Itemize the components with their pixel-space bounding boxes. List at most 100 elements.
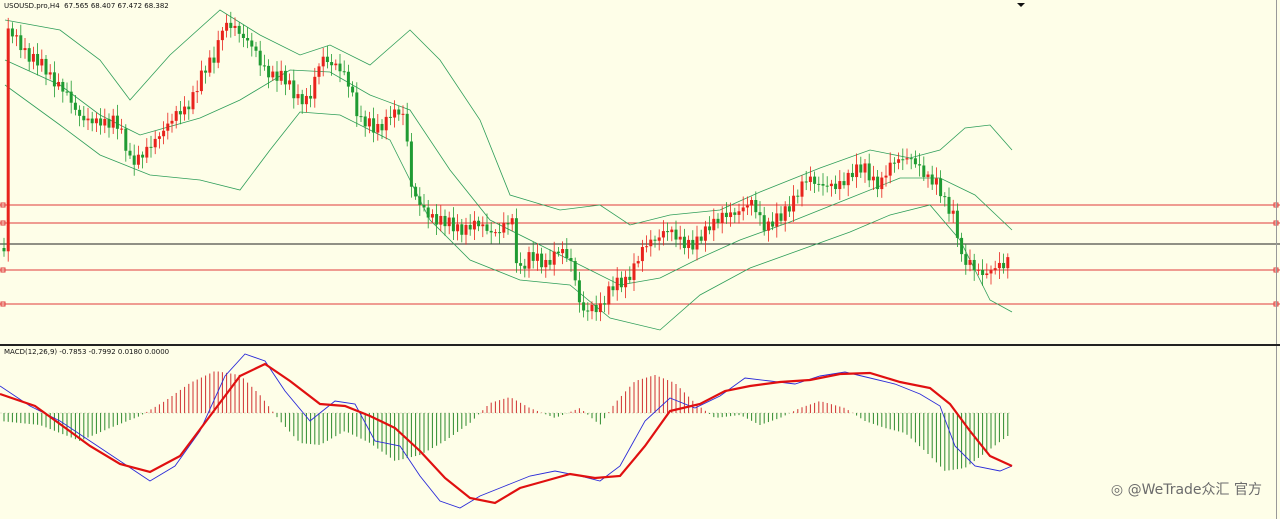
bullish-candle [510, 218, 514, 225]
bullish-candle [985, 273, 989, 276]
bearish-candle [565, 249, 569, 258]
bullish-candle [645, 246, 649, 248]
bearish-candle [796, 195, 800, 197]
bullish-candle [313, 76, 317, 99]
bullish-candle [905, 158, 909, 160]
macd-axis[interactable] [1276, 346, 1280, 519]
bearish-candle [892, 162, 896, 164]
bullish-candle [233, 25, 237, 28]
bearish-candle [817, 183, 821, 185]
bullish-candle [120, 128, 124, 130]
bullish-candle [111, 115, 115, 128]
bearish-candle [65, 91, 69, 93]
bearish-candle [115, 115, 119, 129]
bullish-candle [552, 251, 556, 265]
bearish-candle [489, 230, 493, 233]
bullish-candle [737, 211, 741, 215]
bearish-candle [582, 302, 586, 311]
price-axis[interactable] [1276, 0, 1280, 344]
bullish-candle [808, 176, 812, 183]
bullish-candle [649, 239, 653, 247]
bearish-candle [666, 231, 670, 233]
shutter-icon: ◎ [1110, 482, 1124, 498]
bearish-candle [913, 158, 917, 165]
bearish-candle [246, 37, 250, 41]
bullish-candle [216, 40, 220, 63]
bullish-candle [829, 183, 833, 187]
bearish-candle [309, 95, 313, 99]
price-chart-panel[interactable]: USOUSD.pro,H4 67.565 68.407 67.472 68.38… [0, 0, 1280, 346]
bearish-candle [477, 220, 481, 227]
bearish-candle [771, 221, 775, 227]
bearish-candle [825, 185, 829, 187]
bearish-candle [69, 91, 73, 103]
bearish-candle [346, 71, 350, 87]
bullish-candle [678, 236, 682, 240]
bearish-candle [682, 236, 686, 249]
bullish-candle [472, 220, 476, 230]
bearish-candle [787, 206, 791, 212]
bearish-candle [52, 72, 56, 87]
bullish-candle [888, 162, 892, 176]
bullish-candle [871, 176, 875, 181]
bearish-candle [901, 159, 905, 161]
bearish-candle [78, 109, 82, 116]
bullish-candle [745, 205, 749, 208]
bearish-candle [397, 109, 401, 115]
level-handle-left [0, 220, 6, 226]
bearish-candle [981, 269, 985, 276]
bearish-candle [237, 25, 241, 34]
bearish-candle [422, 204, 426, 208]
bullish-candle [855, 164, 859, 178]
bullish-candle [195, 91, 199, 93]
level-handle-left [0, 301, 6, 307]
bearish-candle [485, 224, 489, 231]
bullish-candle [208, 57, 212, 73]
bullish-candle [750, 200, 754, 206]
bullish-candle [166, 123, 170, 131]
bullish-candle [636, 261, 640, 264]
bearish-candle [930, 174, 934, 185]
bullish-candle [447, 217, 451, 227]
bullish-candle [317, 66, 321, 77]
bearish-candle [36, 53, 40, 66]
bearish-candle [372, 118, 376, 133]
bearish-candle [699, 236, 703, 241]
bearish-candle [909, 158, 913, 160]
bullish-candle [199, 70, 203, 92]
level-handle-left [0, 267, 6, 273]
bearish-candle [955, 210, 959, 238]
bearish-candle [804, 181, 808, 183]
bearish-candle [619, 277, 623, 288]
bullish-candle [376, 123, 380, 133]
macd-panel[interactable]: MACD(12,26,9) -0.7853 -0.7992 0.0180 0.0… [0, 346, 1280, 519]
bearish-candle [338, 63, 342, 72]
bearish-candle [468, 224, 472, 230]
bearish-candle [418, 196, 422, 205]
bearish-candle [628, 276, 632, 280]
bearish-candle [850, 172, 854, 178]
bullish-candle [527, 252, 531, 269]
bullish-candle [657, 237, 661, 241]
bearish-candle [603, 303, 607, 305]
bullish-candle [884, 175, 888, 178]
bullish-candle [792, 195, 796, 212]
bullish-candle [170, 120, 174, 124]
bearish-candle [964, 254, 968, 265]
bullish-candle [162, 130, 166, 137]
bearish-candle [876, 176, 880, 190]
bullish-candle [783, 206, 787, 221]
bearish-candle [573, 261, 577, 281]
ohlc-values: 67.565 68.407 67.472 68.382 [64, 2, 169, 10]
bearish-candle [241, 33, 245, 38]
bearish-candle [716, 218, 720, 223]
bullish-candle [661, 231, 665, 238]
bearish-candle [674, 229, 678, 240]
macd-header: MACD(12,26,9) -0.7853 -0.7992 0.0180 0.0… [4, 348, 169, 356]
bullish-candle [968, 259, 972, 265]
bearish-candle [292, 80, 296, 99]
bullish-candle [464, 224, 468, 235]
bullish-candle [720, 212, 724, 223]
bullish-candle [775, 213, 779, 227]
bearish-candle [842, 181, 846, 186]
